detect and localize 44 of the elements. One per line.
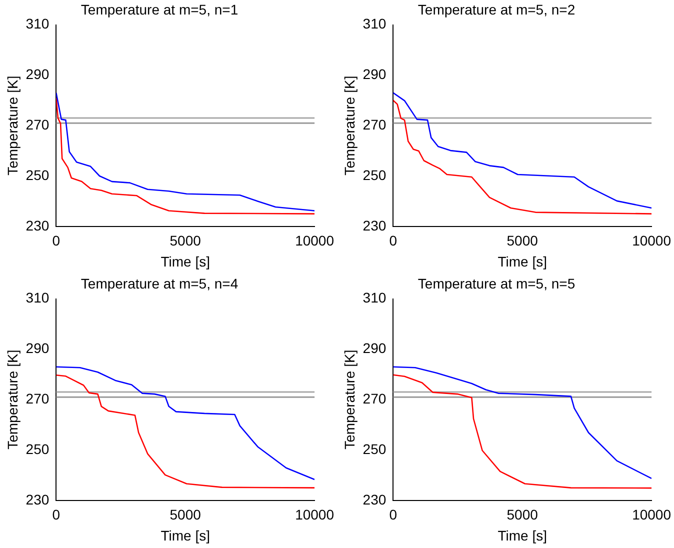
chart-title: Temperature at m=5, n=2 [418, 1, 576, 18]
x-tick-label: 5000 [170, 506, 202, 523]
y-tick-label: 310 [26, 290, 50, 306]
y-tick-label: 290 [26, 340, 50, 356]
x-axis-title: Time [s] [160, 253, 210, 270]
y-axis-title: Temperature [K] [341, 350, 358, 450]
x-axis-title: Time [s] [498, 527, 547, 544]
x-tick-label: 10000 [632, 506, 672, 523]
y-tick-label: 250 [362, 166, 386, 183]
y-tick-label: 310 [362, 290, 386, 306]
x-tick-label: 10000 [632, 232, 672, 249]
y-tick-label: 270 [26, 116, 50, 132]
y-tick-label: 270 [362, 116, 386, 132]
x-tick-label: 5000 [170, 232, 202, 249]
chart-title: Temperature at m=5, n=1 [80, 1, 238, 18]
chart-title: Temperature at m=5, n=5 [418, 275, 576, 292]
y-tick-label: 310 [362, 16, 386, 32]
x-tick-label: 0 [389, 232, 398, 249]
x-tick-label: 0 [52, 232, 60, 249]
x-tick-label: 0 [389, 506, 398, 523]
y-axis-title: Temperature [K] [4, 76, 20, 176]
chart-title: Temperature at m=5, n=4 [80, 275, 238, 292]
y-tick-label: 230 [26, 491, 50, 508]
x-tick-label: 0 [52, 506, 60, 523]
y-tick-label: 290 [26, 66, 50, 82]
y-tick-label: 250 [26, 166, 50, 183]
x-tick-label: 5000 [506, 506, 538, 523]
x-tick-label: 5000 [506, 232, 538, 249]
y-tick-label: 270 [362, 390, 386, 406]
y-tick-label: 250 [26, 440, 50, 457]
y-tick-label: 310 [26, 16, 50, 32]
x-tick-label: 10000 [295, 232, 334, 249]
y-tick-label: 250 [362, 440, 386, 457]
y-tick-label: 270 [26, 390, 50, 406]
y-tick-label: 230 [26, 217, 50, 234]
x-axis-title: Time [s] [160, 527, 210, 544]
x-axis-title: Time [s] [498, 253, 547, 270]
y-tick-label: 290 [362, 66, 386, 82]
y-tick-label: 230 [362, 217, 386, 234]
y-tick-label: 290 [362, 340, 386, 356]
y-axis-title: Temperature [K] [341, 76, 358, 176]
y-axis-title: Temperature [K] [4, 350, 20, 450]
y-tick-label: 230 [362, 491, 386, 508]
x-tick-label: 10000 [295, 506, 334, 523]
